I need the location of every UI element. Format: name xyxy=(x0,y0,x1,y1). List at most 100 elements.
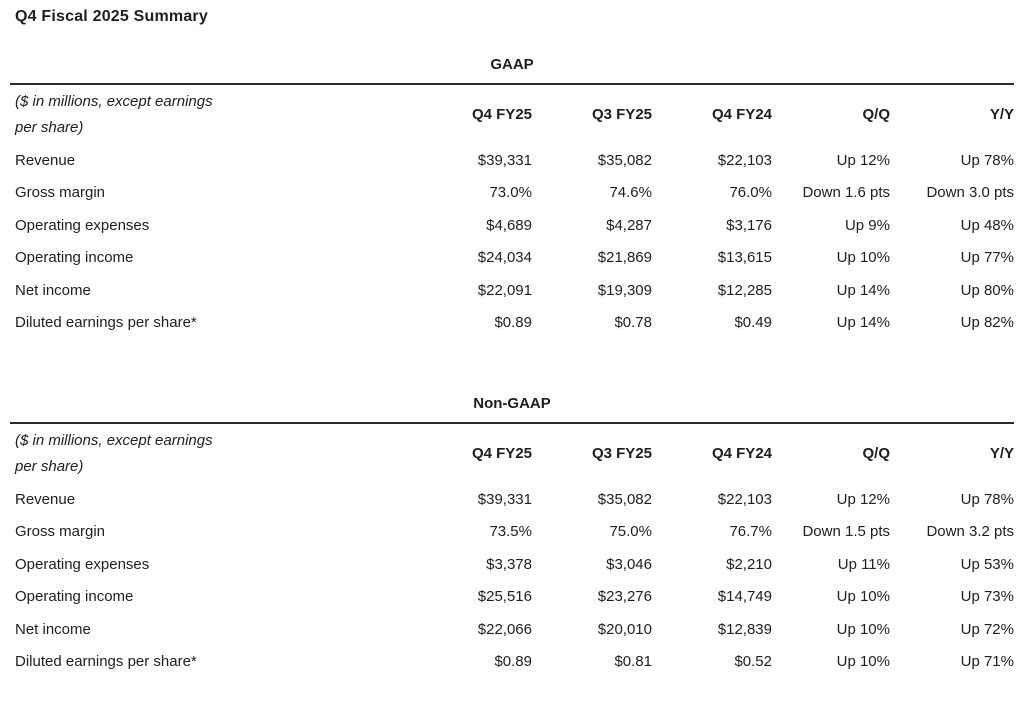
cell-value: Up 10% xyxy=(836,249,890,267)
cell-value: Up 80% xyxy=(960,281,1014,299)
cell-value: $12,839 xyxy=(717,620,772,638)
table-row-diluted-eps: Diluted earnings per share* $0.89 $0.78 … xyxy=(10,307,1014,340)
table-row-operating-income: Operating income $25,516 $23,276 $14,749… xyxy=(10,581,1014,614)
cell-value: $0.89 xyxy=(494,314,532,332)
column-header-q4fy25: Q4 FY25 xyxy=(471,106,532,123)
table-row-operating-expenses: Operating expenses $4,689 $4,287 $3,176 … xyxy=(10,209,1014,242)
cell-value: $0.81 xyxy=(614,653,652,671)
cell-value: $20,010 xyxy=(597,620,652,638)
cell-value: Up 77% xyxy=(960,249,1014,267)
unit-note: ($ in millions, except earnings per shar… xyxy=(10,423,430,483)
row-label: Diluted earnings per share* xyxy=(15,314,197,332)
cell-value: $35,082 xyxy=(597,151,652,169)
cell-value: $14,749 xyxy=(717,588,772,606)
row-label: Revenue xyxy=(15,151,76,169)
cell-value: $0.89 xyxy=(494,653,532,671)
cell-value: Down 1.5 pts xyxy=(802,523,890,541)
cell-value: $12,285 xyxy=(717,281,772,299)
cell-value: Up 48% xyxy=(960,216,1014,234)
cell-value: Up 10% xyxy=(836,620,890,638)
cell-value: Up 10% xyxy=(836,653,890,671)
table-row-operating-expenses: Operating expenses $3,378 $3,046 $2,210 … xyxy=(10,548,1014,581)
cell-value: Up 12% xyxy=(836,151,890,169)
row-label: Diluted earnings per share* xyxy=(15,653,197,671)
non-gaap-table: ($ in millions, except earnings per shar… xyxy=(10,422,1014,678)
cell-value: Down 1.6 pts xyxy=(802,184,890,202)
cell-value: $4,287 xyxy=(606,216,652,234)
unit-note-line2: per share) xyxy=(15,457,84,475)
non-gaap-section: Non-GAAP ($ in millions, except earnings… xyxy=(10,396,1014,678)
column-header-q3fy25: Q3 FY25 xyxy=(591,445,652,462)
cell-value: $13,615 xyxy=(717,249,772,267)
cell-value: Up 14% xyxy=(836,314,890,332)
unit-note-line1: ($ in millions, except earnings xyxy=(15,431,213,449)
cell-value: Up 53% xyxy=(960,555,1014,573)
cell-value: $3,176 xyxy=(726,216,772,234)
column-header-qq: Q/Q xyxy=(862,445,890,462)
table-row-net-income: Net income $22,091 $19,309 $12,285 Up 14… xyxy=(10,274,1014,307)
cell-value: $23,276 xyxy=(597,588,652,606)
cell-value: $39,331 xyxy=(477,490,532,508)
cell-value: $2,210 xyxy=(726,555,772,573)
column-header-q4fy24: Q4 FY24 xyxy=(711,445,772,462)
cell-value: Up 82% xyxy=(960,314,1014,332)
cell-value: Up 71% xyxy=(960,653,1014,671)
column-header-yy: Y/Y xyxy=(989,106,1014,123)
cell-value: $24,034 xyxy=(477,249,532,267)
cell-value: 73.0% xyxy=(489,184,532,202)
unit-note-line2: per share) xyxy=(15,118,84,136)
column-header-q4fy24: Q4 FY24 xyxy=(711,106,772,123)
cell-value: $25,516 xyxy=(477,588,532,606)
non-gaap-header-row: ($ in millions, except earnings per shar… xyxy=(10,423,1014,483)
cell-value: $21,869 xyxy=(597,249,652,267)
column-header-qq: Q/Q xyxy=(862,106,890,123)
unit-note: ($ in millions, except earnings per shar… xyxy=(10,84,430,144)
table-row-gross-margin: Gross margin 73.0% 74.6% 76.0% Down 1.6 … xyxy=(10,177,1014,210)
cell-value: $22,091 xyxy=(477,281,532,299)
cell-value: Up 11% xyxy=(837,555,890,573)
cell-value: $22,103 xyxy=(717,490,772,508)
row-label: Operating expenses xyxy=(15,216,150,234)
cell-value: Up 78% xyxy=(960,151,1014,169)
gaap-section: GAAP ($ in millions, except earnings per… xyxy=(10,57,1014,339)
row-label: Net income xyxy=(15,281,91,299)
cell-value: Up 14% xyxy=(836,281,890,299)
cell-value: 75.0% xyxy=(609,523,652,541)
column-header-q4fy25: Q4 FY25 xyxy=(471,445,532,462)
non-gaap-section-heading: Non-GAAP xyxy=(473,395,551,412)
cell-value: 76.0% xyxy=(729,184,772,202)
gaap-section-heading: GAAP xyxy=(490,56,534,73)
cell-value: 76.7% xyxy=(729,523,772,541)
cell-value: 73.5% xyxy=(489,523,532,541)
row-label: Revenue xyxy=(15,490,76,508)
cell-value: $22,066 xyxy=(477,620,532,638)
cell-value: $3,378 xyxy=(486,555,532,573)
gaap-header-row: ($ in millions, except earnings per shar… xyxy=(10,84,1014,144)
cell-value: $0.49 xyxy=(734,314,772,332)
cell-value: Up 9% xyxy=(844,216,890,234)
cell-value: Down 3.0 pts xyxy=(926,184,1014,202)
row-label: Operating income xyxy=(15,588,134,606)
cell-value: Up 10% xyxy=(836,588,890,606)
financial-summary-page: Q4 Fiscal 2025 Summary GAAP ($ in millio… xyxy=(0,8,1024,678)
cell-value: $0.52 xyxy=(734,653,772,671)
row-label: Operating income xyxy=(15,249,134,267)
cell-value: $0.78 xyxy=(614,314,652,332)
row-label: Gross margin xyxy=(15,184,106,202)
cell-value: Down 3.2 pts xyxy=(926,523,1014,541)
row-label: Operating expenses xyxy=(15,555,150,573)
cell-value: $4,689 xyxy=(486,216,532,234)
cell-value: Up 12% xyxy=(836,490,890,508)
cell-value: $39,331 xyxy=(477,151,532,169)
row-label: Net income xyxy=(15,620,91,638)
cell-value: Up 78% xyxy=(960,490,1014,508)
cell-value: $22,103 xyxy=(717,151,772,169)
column-header-yy: Y/Y xyxy=(989,445,1014,462)
unit-note-line1: ($ in millions, except earnings xyxy=(15,92,213,110)
table-row-revenue: Revenue $39,331 $35,082 $22,103 Up 12% U… xyxy=(10,483,1014,516)
row-label: Gross margin xyxy=(15,523,106,541)
table-row-diluted-eps: Diluted earnings per share* $0.89 $0.81 … xyxy=(10,646,1014,679)
cell-value: Up 73% xyxy=(960,588,1014,606)
table-row-net-income: Net income $22,066 $20,010 $12,839 Up 10… xyxy=(10,613,1014,646)
cell-value: $35,082 xyxy=(597,490,652,508)
